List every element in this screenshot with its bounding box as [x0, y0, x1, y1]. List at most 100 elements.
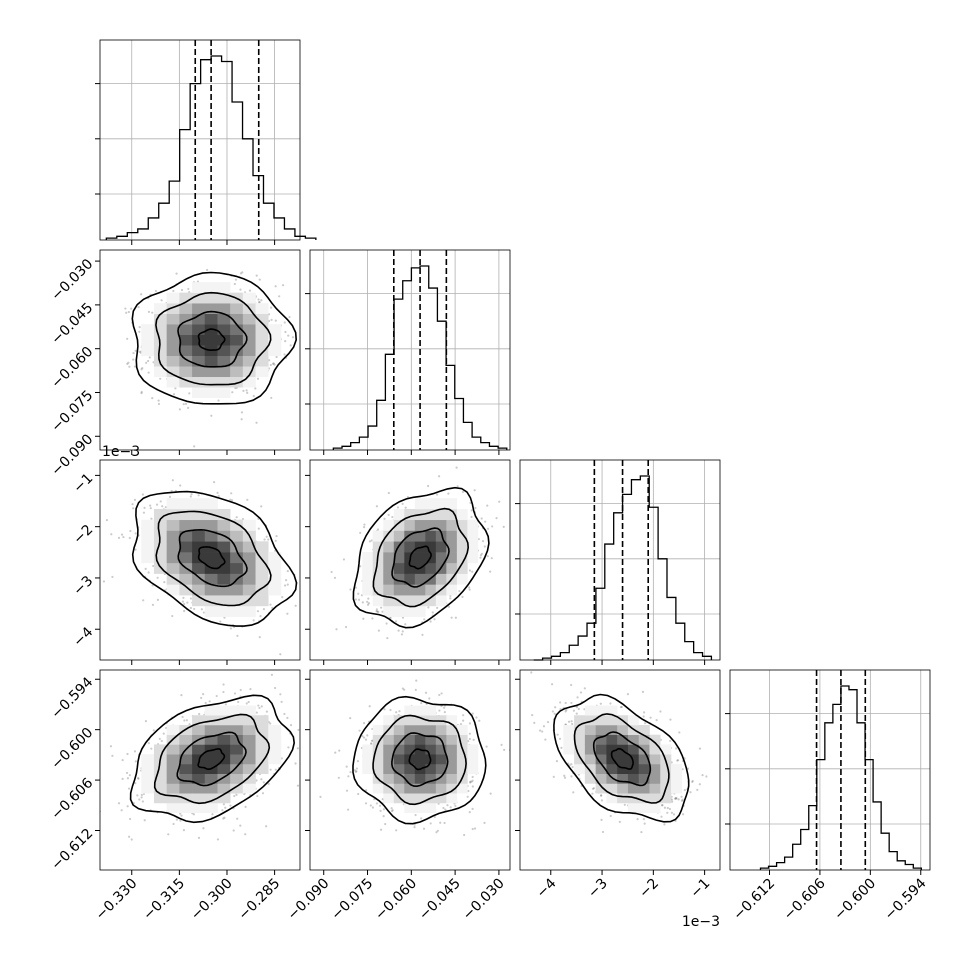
scatter-panel-3-1 [99, 459, 301, 661]
density-cell [425, 763, 437, 774]
sample-point [435, 831, 438, 834]
sample-point [239, 288, 242, 291]
density-cell [230, 744, 244, 755]
density-cell [268, 744, 282, 755]
sample-point [450, 616, 453, 619]
sample-point [391, 809, 394, 812]
sample-point [246, 391, 249, 394]
density-cell [425, 498, 437, 510]
sample-point [180, 694, 183, 697]
sample-point [236, 634, 239, 637]
sample-point [443, 821, 446, 825]
density-cell [230, 724, 244, 736]
density-cell [372, 783, 384, 794]
density-cell [404, 763, 416, 774]
scatter-panel-2-1 [99, 249, 301, 451]
sample-point [438, 709, 441, 712]
sample-point [133, 750, 137, 753]
sample-point [357, 592, 360, 595]
sample-point [433, 815, 436, 819]
density-cell [230, 366, 244, 378]
sample-point [134, 349, 137, 352]
density-cell [255, 355, 269, 367]
sample-point [201, 693, 205, 696]
density-cell [217, 605, 231, 617]
density-cell [230, 562, 244, 574]
sample-point [483, 545, 486, 548]
sample-point [252, 394, 255, 398]
sample-point [174, 387, 177, 390]
sample-point [129, 529, 132, 533]
sample-point [223, 816, 226, 819]
density-cell [141, 773, 155, 784]
sample-point [366, 734, 369, 737]
density-cell [141, 530, 155, 542]
sample-point [385, 622, 388, 625]
density-cell [166, 366, 180, 378]
sample-point [489, 792, 492, 795]
density-cell [192, 303, 206, 314]
density-cell [393, 763, 405, 774]
sample-point [271, 606, 274, 609]
sample-point [255, 711, 258, 714]
density-cell [230, 754, 244, 765]
sample-point [463, 833, 466, 837]
density-cell [456, 541, 468, 553]
density-cell [414, 584, 426, 596]
sample-point [158, 737, 161, 740]
density-cell [166, 376, 180, 388]
density-cell [153, 763, 167, 774]
sample-point [468, 586, 471, 589]
density-cell [217, 724, 231, 736]
sample-point [447, 605, 451, 608]
sample-point [127, 361, 130, 364]
sample-point [469, 781, 472, 784]
sample-point [414, 813, 417, 817]
sample-point [105, 518, 109, 522]
density-cell [192, 802, 206, 813]
sample-point [480, 552, 483, 555]
density-cell [383, 734, 395, 745]
sample-point [269, 722, 272, 725]
sample-point [458, 589, 461, 593]
density-cell [404, 573, 416, 585]
density-cell [230, 552, 244, 564]
sample-point [254, 387, 257, 390]
density-cell [179, 573, 193, 585]
sample-point [287, 746, 290, 749]
sample-point [275, 534, 278, 538]
density-cell [192, 519, 206, 531]
sample-point [279, 653, 282, 656]
sample-point [375, 609, 378, 613]
density-cell [242, 376, 256, 388]
density-cell [383, 584, 395, 596]
density-cell [166, 530, 180, 542]
sample-point [468, 732, 471, 735]
sample-point [383, 708, 386, 711]
density-cell [268, 573, 282, 585]
sample-point [436, 829, 439, 832]
sample-point [294, 604, 297, 607]
sample-point [284, 330, 287, 334]
density-cell [230, 584, 244, 596]
sample-point [168, 495, 172, 498]
sample-point [362, 722, 366, 725]
density-cell [255, 366, 269, 378]
sample-point [275, 355, 278, 359]
sample-point [361, 601, 364, 604]
sample-point [362, 736, 366, 739]
sample-point [473, 489, 476, 492]
density-cell [141, 541, 155, 553]
density-cell [414, 705, 426, 716]
density-cell [141, 324, 155, 335]
density-cell [242, 552, 256, 564]
sample-point [467, 789, 470, 793]
density-cell [179, 530, 193, 542]
sample-point [456, 485, 459, 488]
sample-point [121, 777, 124, 780]
density-cell [192, 763, 206, 774]
sample-point [260, 505, 263, 508]
density-cell [166, 334, 180, 346]
density-cell [393, 508, 405, 521]
density-cell [230, 355, 244, 367]
